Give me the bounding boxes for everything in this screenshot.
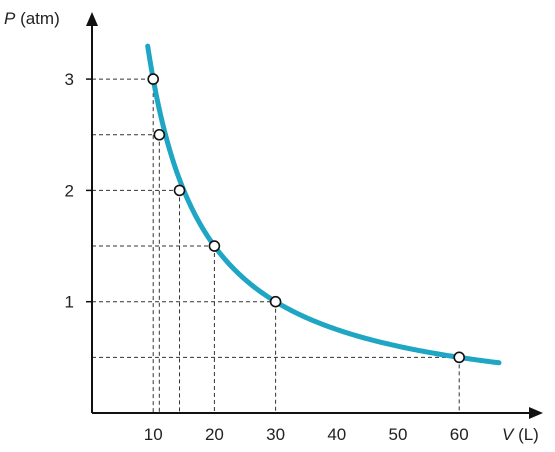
x-axis-unit: (L) (513, 425, 539, 444)
data-point (173, 184, 186, 197)
x-tick-label: 50 (389, 425, 408, 444)
x-tick-label: 10 (144, 425, 163, 444)
isotherm-curve (145, 43, 502, 366)
data-point (153, 128, 166, 141)
data-point (269, 295, 282, 308)
x-axis-variable: V (502, 425, 515, 444)
y-tick-label: 2 (65, 181, 74, 200)
x-axis-arrow (529, 407, 543, 419)
data-point (208, 240, 221, 252)
tick-labels: 10 20 30 40 50 60 1 2 3 (65, 70, 469, 444)
y-tick-label: 1 (65, 293, 74, 312)
x-tick-label: 20 (205, 425, 224, 444)
x-tick-label: 60 (450, 425, 469, 444)
axis-titles: P (atm) V (L) (4, 9, 539, 444)
y-axis-arrow (86, 12, 98, 26)
axes (86, 12, 543, 419)
y-tick-label: 3 (65, 70, 74, 89)
y-axis-title: P (atm) (4, 9, 60, 28)
x-axis-title: V (L) (502, 425, 539, 444)
data-point (453, 351, 466, 364)
x-tick-label: 40 (327, 425, 346, 444)
y-axis-unit: (atm) (15, 9, 59, 28)
x-tick-label: 30 (266, 425, 285, 444)
data-points (147, 73, 466, 364)
data-point (147, 73, 159, 85)
guide-lines (92, 78, 460, 413)
y-axis-variable: P (4, 9, 16, 28)
